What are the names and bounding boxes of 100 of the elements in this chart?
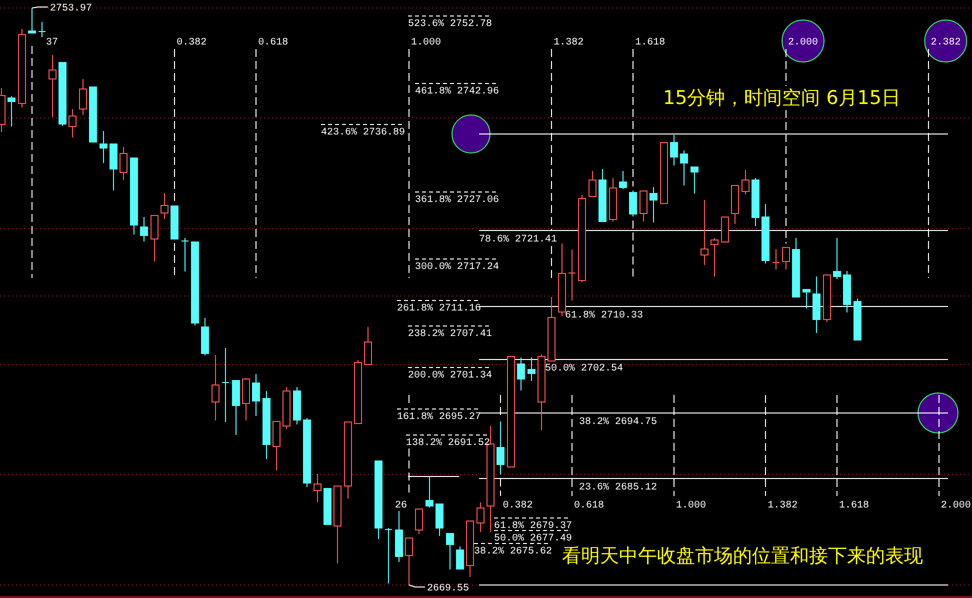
candlestick: [354, 359, 362, 424]
candlestick: [618, 170, 627, 190]
ref-line-label: 161.8% 2695.27: [397, 412, 482, 424]
candlestick: [506, 356, 515, 468]
candlestick: [323, 488, 332, 526]
ref-line-label: 23.6% 2685.12: [579, 482, 658, 494]
annotation: 0.618: [258, 38, 288, 48]
candlestick: [578, 194, 586, 282]
candlestick: [180, 238, 189, 272]
annotation: 2.000: [940, 500, 971, 512]
candlestick: [476, 502, 484, 533]
candlestick: [843, 270, 852, 314]
candlestick: [650, 186, 658, 223]
ref-line-label: 238.2% 2707.41: [408, 329, 492, 340]
annotation: 2.000: [788, 38, 818, 48]
candlestick: [140, 216, 148, 242]
candlestick: [812, 276, 821, 334]
ref-line-label: 38.2% 2675.62: [474, 546, 552, 558]
candlestick: [446, 532, 454, 570]
ref-line-label: 61.8% 2679.37: [494, 520, 572, 532]
candlestick: [28, 8, 36, 34]
candlestick: [201, 318, 210, 356]
candlestick: [150, 215, 158, 262]
candlestick: [242, 378, 250, 422]
candlestick: [160, 192, 168, 220]
text: 15分钟，时间空间 6月15日: [663, 87, 900, 109]
candlestick: [18, 28, 26, 108]
candlestick: [751, 177, 760, 226]
candlestick: [272, 420, 281, 472]
annotation: 26: [395, 500, 408, 512]
candlestick: [456, 546, 464, 570]
annotation: 1.618: [635, 38, 666, 48]
candlestick: [120, 146, 128, 181]
annotation: 0.618: [574, 500, 604, 512]
ref-line-label: 300.0% 2717.24: [415, 262, 500, 274]
candlestick: [608, 177, 617, 222]
candlestick: [8, 95, 16, 128]
candlestick: [792, 238, 800, 298]
ref-line-label: 423.6% 2736.89: [321, 128, 406, 139]
ref-line-label: 461.8% 2742.96: [415, 86, 500, 98]
ref-line-label: 38.2% 2694.75: [579, 416, 658, 428]
candlestick: [191, 242, 200, 326]
candlestick: [639, 190, 648, 222]
candlestick: [660, 142, 668, 204]
candlestick: [537, 354, 546, 431]
candlestick: [99, 130, 108, 164]
candlestick: [670, 134, 678, 166]
text: 看明天中午收盘市场的位置和接下来的表现: [562, 545, 923, 567]
candlestick: [222, 348, 230, 422]
candlestick: [720, 216, 729, 243]
candlestick: [629, 190, 638, 217]
ref-line-label: 61.8% 2710.33: [565, 310, 644, 322]
candlestick: [303, 417, 312, 488]
candlestick: [394, 510, 403, 563]
candlestick: [38, 22, 46, 38]
candlestick: [211, 354, 220, 422]
candlestick: [374, 460, 382, 540]
ref-line-label: 200.0% 2701.34: [408, 370, 492, 382]
candlestick: [130, 158, 138, 236]
annotation: 2669.55: [427, 584, 470, 594]
candlestick: [415, 508, 424, 535]
annotation: 2753.97: [50, 4, 92, 14]
candlestick: [762, 203, 770, 264]
candlestick: [109, 143, 118, 191]
annotation: 2.382: [930, 38, 961, 48]
candlestick: [292, 386, 301, 426]
candlestick: [690, 166, 698, 194]
candlestick: [405, 538, 413, 586]
candlestick: [344, 421, 352, 500]
candlestick: [558, 243, 566, 317]
candlestick: [282, 386, 291, 430]
candlestick: [89, 86, 98, 142]
candlestick: [252, 374, 260, 416]
candlestick: [853, 298, 862, 340]
candlestick: [548, 296, 556, 362]
annotation: 1.000: [676, 500, 706, 512]
candlestick: [588, 170, 596, 197]
candlestick: [170, 206, 179, 240]
ref-line-label: 50.0% 2702.54: [545, 364, 624, 375]
candlestick: [517, 357, 526, 392]
candlestick: [772, 248, 780, 270]
annotation: 0.382: [502, 500, 533, 512]
annotation: 1.382: [768, 500, 798, 512]
candlestick: [78, 78, 87, 116]
candlestick: [822, 274, 831, 323]
candlestick: [700, 199, 709, 266]
candlestick: [384, 527, 393, 584]
candlestick: [731, 185, 740, 224]
candlestick: [58, 62, 67, 127]
ref-line-label: 261.8% 2711.16: [397, 304, 482, 315]
annotation: 37: [46, 38, 58, 48]
candlestick: [466, 520, 474, 578]
candlestick: [68, 108, 77, 138]
candlestick: [425, 476, 434, 508]
candlestick: [262, 390, 270, 460]
ref-line-label: 361.8% 2727.06: [415, 194, 500, 206]
candlestick: [710, 238, 719, 277]
candlestick: [680, 150, 688, 186]
candlestick: [802, 288, 810, 310]
annotation: 0.382: [176, 38, 207, 48]
